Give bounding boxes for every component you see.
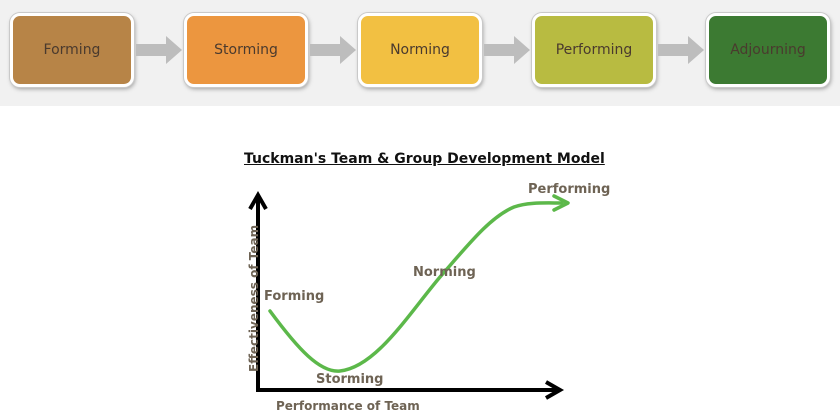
development-curve-graphic: [248, 190, 570, 400]
stage-label: Performing: [555, 42, 633, 58]
arrow-right-icon: [484, 36, 530, 64]
tuckman-diagram-panel: Tuckman's Team & Group Development Model…: [228, 137, 614, 420]
curve-arrow-icon: [552, 194, 570, 212]
arrow-right-icon: [136, 36, 182, 64]
stage-flow-band: Forming Storming Norming Performing Adjo…: [0, 0, 840, 106]
x-axis-arrow-icon: [545, 380, 565, 400]
stage-norming: Norming: [358, 13, 482, 87]
y-axis-label: Effectiveness of Team: [247, 224, 261, 372]
x-axis-label: Performance of Team: [276, 399, 420, 413]
stage-adjourning: Adjourning: [706, 13, 830, 87]
stage-label: Norming: [390, 42, 450, 58]
stage-storming: Storming: [184, 13, 308, 87]
y-axis-arrow-icon: [248, 190, 268, 210]
stage-label: Storming: [214, 42, 278, 58]
stage-label: Forming: [43, 42, 101, 58]
point-label-norming: Norming: [413, 265, 476, 280]
stage-performing: Performing: [532, 13, 656, 87]
point-label-performing: Performing: [528, 182, 611, 197]
stage-label: Adjourning: [730, 42, 806, 58]
arrow-right-icon: [310, 36, 356, 64]
arrow-right-icon: [658, 36, 704, 64]
stage-forming: Forming: [10, 13, 134, 87]
point-label-storming: Storming: [316, 372, 384, 387]
development-curve: [268, 201, 564, 373]
point-label-forming: Forming: [264, 289, 325, 304]
diagram-title: Tuckman's Team & Group Development Model: [244, 151, 605, 167]
